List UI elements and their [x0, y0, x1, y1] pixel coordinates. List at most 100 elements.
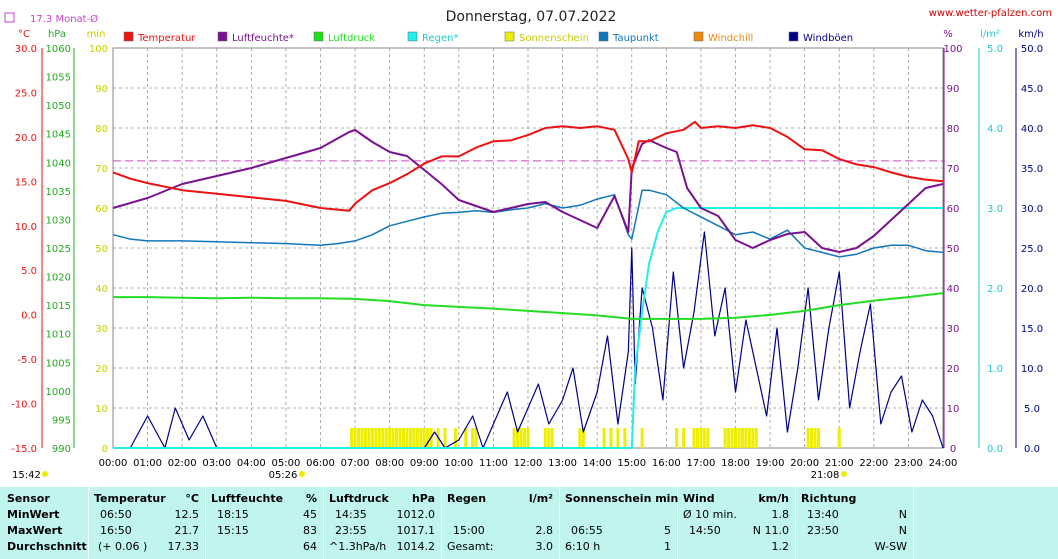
sunset-icon	[841, 471, 847, 477]
stats-hum-max-val: 83	[303, 524, 317, 537]
humidity-tick-label: 50	[947, 244, 960, 255]
stats-max-label: MaxWert	[7, 524, 63, 537]
temperature-tick-label: -10.0	[11, 400, 37, 411]
sun-icon	[42, 471, 48, 477]
legend-label: Regen*	[422, 33, 459, 44]
unit-pressure: hPa	[48, 29, 66, 40]
sunshine-bar	[723, 428, 727, 448]
chart-marks	[112, 120, 944, 449]
x-tick-label: 09:00	[410, 458, 439, 469]
legend-swatch	[504, 31, 515, 42]
sunshine-bar	[512, 428, 516, 448]
pressure-tick-label: 1015	[46, 301, 71, 312]
sunshine-bar	[737, 428, 741, 448]
legend-label: Sonnenschein	[519, 33, 589, 44]
stats-press-min-time: 14:35	[335, 508, 367, 521]
site-link[interactable]: www.wetter-pfalzen.com	[929, 8, 1052, 19]
stats-dir-max-val: N	[898, 524, 907, 537]
sunshine-bar	[360, 428, 364, 448]
sunshine-bar	[747, 428, 751, 448]
stats-col-temperature: Temperatur °C 06:50 12.5 16:50 21.7 (+ 0.06…	[88, 487, 206, 559]
wind-tick-label: 0.0	[1024, 444, 1040, 455]
sunshine-bar	[398, 428, 402, 448]
sunshine-bar	[426, 428, 430, 448]
legend-label: Windchill	[708, 33, 753, 44]
sunshine-bar	[408, 428, 412, 448]
sunshine_minutes-tick-label: 100	[89, 44, 108, 55]
temperature-tick-label: 0.0	[21, 311, 37, 322]
stats-temp-min-val: 12.5	[174, 508, 200, 521]
stats-hum-avg-val: 64	[303, 540, 317, 553]
legend-label: Temperatur	[137, 33, 196, 44]
sunshine-bar	[377, 428, 381, 448]
temperature-tick-label: 25.0	[15, 88, 37, 99]
temperature-tick-label: 20.0	[15, 133, 37, 144]
stats-wind-min-note: Ø 10 min.	[683, 508, 737, 521]
sunshine_minutes-tick-label: 20	[95, 364, 108, 375]
humidity-tick-label: 20	[947, 364, 960, 375]
sunshine-bar	[516, 428, 520, 448]
sunshine-bar	[370, 428, 374, 448]
sunshine-bar	[474, 428, 478, 448]
stats-col-wind: Wind km/h Ø 10 min. 1.8 14:50 N 11.0 1.2	[677, 487, 796, 559]
weather-chart: Donnerstag, 07.07.2022 www.wetter-pfalze…	[4, 8, 1052, 481]
sunshine_minutes-tick-label: 40	[95, 284, 108, 295]
stats-temp-avg-note: (+ 0.06 )	[98, 540, 148, 553]
sunshine-bar	[695, 428, 699, 448]
temperature-tick-label: 30.0	[15, 44, 37, 55]
stats-dir-header: Richtung	[801, 492, 857, 505]
stats-press-max-time: 23:55	[335, 524, 367, 537]
sunshine_minutes-tick-label: 0	[102, 444, 108, 455]
stats-press-min-val: 1012.0	[396, 508, 436, 521]
x-tick-label: 22:00	[859, 458, 888, 469]
humidity-tick-label: 100	[943, 44, 962, 55]
stats-col-sunshine: Sonnenschein min 06:55 5 6:10 h 1	[559, 487, 678, 559]
humidity-tick-label: 10	[947, 404, 960, 415]
sunshine-bar	[740, 428, 744, 448]
pressure-tick-label: 1000	[46, 387, 71, 398]
sunshine_minutes-tick-label: 30	[95, 324, 108, 335]
stats-col-rain: Regen l/m² 15:00 2.8 Gesamt: 3.0	[441, 487, 560, 559]
stats-press-avg-note: ^1.3hPa/h	[329, 540, 387, 553]
stats-temp-unit: °C	[185, 492, 199, 505]
humidity-tick-label: 0	[950, 444, 956, 455]
pressure-tick-label: 1060	[46, 44, 71, 55]
pressure-tick-label: 1020	[46, 273, 71, 284]
x-tick-label: 15:00	[617, 458, 646, 469]
pressure-tick-label: 1055	[46, 73, 71, 84]
stats-dir-min-time: 13:40	[807, 508, 839, 521]
unit-sunshine: min	[87, 29, 106, 40]
x-tick-label: 03:00	[202, 458, 231, 469]
pressure-tick-label: 1050	[46, 101, 71, 112]
sunshine_minutes-tick-label: 60	[95, 204, 108, 215]
x-tick-label: 24:00	[929, 458, 958, 469]
stats-wind-avg-val: 1.2	[771, 540, 790, 553]
sunshine-bar	[391, 428, 395, 448]
sunshine-bar	[415, 428, 419, 448]
sunshine-bar	[813, 428, 817, 448]
unit-humidity: %	[943, 29, 953, 40]
month-avg-legend: 17.3 Monat-Ø	[30, 13, 98, 25]
sunrise-time: 05:26	[269, 470, 298, 481]
legend-swatch	[693, 31, 704, 42]
rain-tick-label: 2.0	[987, 284, 1003, 295]
x-tick-label: 07:00	[341, 458, 370, 469]
sunshine-bar	[727, 428, 731, 448]
stats-table: Sensor MinWert MaxWert Durchschnitt Temp…	[0, 487, 1058, 559]
legend-swatch	[123, 31, 134, 42]
sunshine-bar	[363, 428, 367, 448]
pressure-tick-label: 995	[52, 415, 71, 426]
sunshine-bar	[350, 428, 354, 448]
stats-dir-avg-val: W-SW	[874, 540, 907, 553]
pressure-tick-label: 1010	[46, 330, 71, 341]
stats-hum-header: Luftfeuchte	[211, 492, 284, 505]
sunshine-bar	[682, 428, 686, 448]
bottom-left-time: 15:42	[12, 470, 41, 481]
x-tick-label: 20:00	[790, 458, 819, 469]
sunshine-bar	[388, 428, 392, 448]
sunshine-bar	[810, 428, 814, 448]
sunshine-bar	[734, 428, 737, 448]
pressure-tick-label: 1035	[46, 187, 71, 198]
sunshine-bar	[422, 428, 426, 448]
stats-sun-header: Sonnenschein min	[565, 492, 679, 505]
